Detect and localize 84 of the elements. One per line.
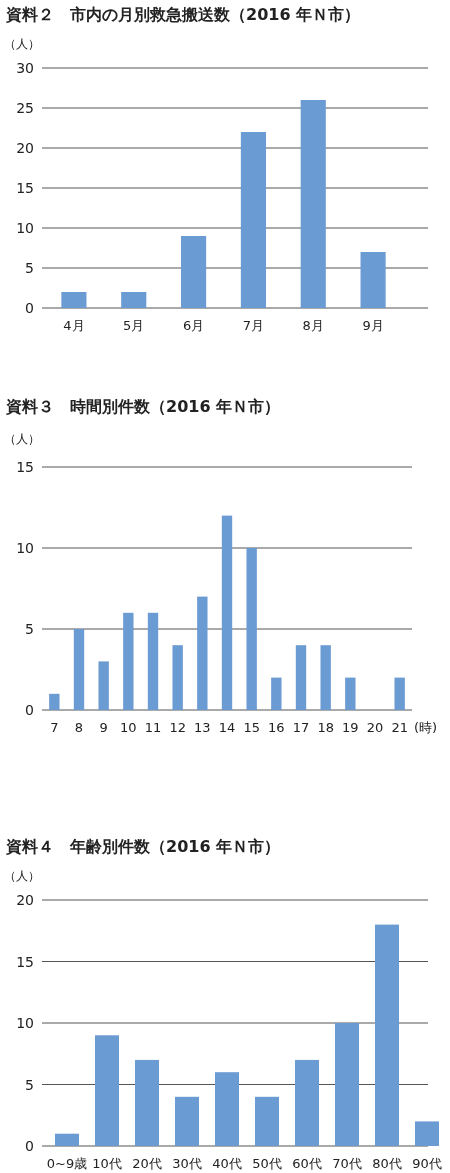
bar: [271, 677, 282, 710]
bar: [73, 629, 85, 710]
x-tick-label: 7: [50, 720, 59, 735]
y-axis-title: （人）: [4, 37, 40, 51]
bar: [360, 252, 386, 308]
x-tick-label: 21: [391, 720, 408, 735]
x-tick-label: 40代: [212, 1156, 242, 1171]
bar: [295, 1059, 319, 1146]
bar: [95, 1035, 119, 1146]
bar: [300, 100, 326, 308]
y-tick-label: 0: [25, 702, 34, 718]
y-tick-label: 5: [25, 260, 34, 276]
bar: [345, 677, 356, 710]
x-tick-label: 8月: [302, 318, 324, 333]
x-tick-label: 9: [99, 720, 108, 735]
x-tick-label: 19: [342, 720, 359, 735]
bar: [295, 645, 307, 710]
bar: [61, 292, 87, 308]
x-tick-label: 14: [218, 720, 236, 735]
bar: [320, 645, 331, 710]
x-tick-label: 70代: [332, 1156, 362, 1171]
bar: [375, 924, 399, 1146]
y-tick-label: 15: [16, 953, 34, 970]
chart-title: 資料３ 時間別件数（2016 年Ｎ市）: [5, 397, 281, 416]
y-tick-label: 30: [16, 60, 34, 76]
y-tick-label: 0: [25, 300, 34, 316]
x-tick-label: 5月: [123, 318, 145, 333]
y-tick-label: 20: [16, 892, 34, 908]
chart-title: 資料２ 市内の月別救急搬送数（2016 年Ｎ市）: [5, 5, 361, 24]
bar: [121, 292, 147, 308]
x-tick-label: 15: [243, 720, 260, 735]
bar: [335, 1023, 359, 1146]
y-tick-label: 10: [16, 220, 34, 236]
x-tick-label: 11: [144, 720, 162, 735]
bar: [175, 1096, 199, 1146]
bar: [255, 1096, 279, 1146]
bar: [415, 1121, 439, 1146]
x-tick-label: 50代: [252, 1156, 282, 1171]
x-tick-label: 0~9歳: [46, 1156, 88, 1171]
x-tick-label: 8: [74, 720, 84, 735]
bar: [49, 693, 60, 710]
bar: [147, 612, 159, 710]
x-tick-label: 30代: [172, 1156, 202, 1171]
bar: [135, 1059, 159, 1146]
bar: [215, 1072, 239, 1146]
x-tick-label: 18: [317, 720, 334, 735]
x-tick-label: 12: [169, 720, 186, 735]
y-tick-label: 15: [16, 459, 34, 475]
x-tick-label: 80代: [372, 1156, 402, 1171]
bar: [181, 236, 207, 308]
x-tick-label: 10代: [92, 1156, 122, 1171]
x-tick-label: 16: [268, 720, 285, 735]
x-tick-label: 60代: [292, 1156, 322, 1171]
y-axis-title: （人）: [4, 869, 40, 883]
bar: [123, 612, 134, 710]
x-tick-label: 4月: [63, 318, 85, 333]
bar: [394, 677, 405, 710]
y-tick-label: 5: [25, 621, 34, 637]
bar: [246, 548, 257, 710]
x-tick-label: 10: [120, 720, 137, 735]
y-axis-title: （人）: [4, 432, 40, 446]
y-tick-label: 10: [16, 1015, 34, 1031]
x-tick-label: 20: [366, 720, 384, 735]
x-tick-label: 7月: [242, 318, 265, 333]
bar: [221, 515, 233, 710]
y-tick-label: 15: [16, 180, 34, 196]
y-tick-label: 20: [16, 140, 34, 156]
x-tick-label: 13: [194, 720, 211, 735]
x-tick-label: 17: [292, 720, 310, 735]
x-tick-label: 9月: [362, 318, 384, 333]
x-tick-label: 6月: [182, 318, 205, 333]
x-tick-label: 90代: [412, 1156, 442, 1171]
bar: [197, 596, 208, 710]
y-tick-label: 5: [25, 1076, 34, 1093]
y-tick-label: 0: [25, 1138, 34, 1154]
x-axis-title: (時): [414, 720, 438, 735]
bar: [172, 645, 183, 710]
bar: [55, 1133, 79, 1146]
y-tick-label: 10: [16, 540, 34, 556]
bar: [240, 132, 266, 308]
bar: [98, 661, 109, 710]
chart-title: 資料４ 年齢別件数（2016 年Ｎ市）: [5, 837, 281, 856]
y-tick-label: 25: [16, 100, 34, 116]
x-tick-label: 20代: [132, 1156, 162, 1171]
